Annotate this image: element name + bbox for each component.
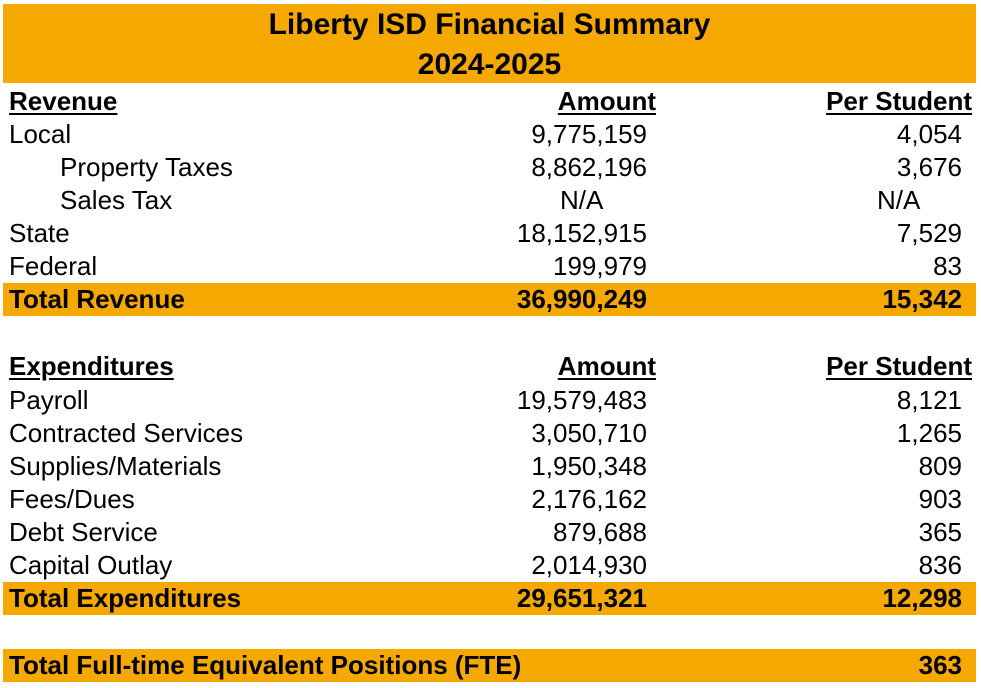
row-amount: 2,014,930 <box>531 550 647 580</box>
row-per-student: 1,265 <box>896 418 962 448</box>
total-per-student: 12,298 <box>882 583 962 613</box>
expenditure-row-debt-service: Debt Service 879,688 365 <box>3 516 976 549</box>
row-label: Capital Outlay <box>9 550 173 580</box>
page-title: Liberty ISD Financial Summary <box>268 8 711 41</box>
total-per-student: 15,342 <box>882 284 962 314</box>
revenue-row-sales-tax: Sales Tax N/A N/A <box>3 184 976 217</box>
expenditure-row-fees-dues: Fees/Dues 2,176,162 903 <box>3 483 976 516</box>
revenue-header-row: Revenue Amount Per Student <box>3 85 976 118</box>
fte-value: 363 <box>918 650 962 680</box>
row-label: Sales Tax <box>60 185 173 215</box>
total-label: Total Expenditures <box>9 583 242 613</box>
row-amount: 3,050,710 <box>531 418 647 448</box>
row-amount: 1,950,348 <box>531 451 647 481</box>
row-per-student: 903 <box>918 484 962 514</box>
total-amount: 36,990,249 <box>516 284 647 314</box>
fiscal-year: 2024-2025 <box>417 48 562 81</box>
row-amount: N/A <box>560 185 604 215</box>
expenditure-row-supplies-materials: Supplies/Materials 1,950,348 809 <box>3 450 976 483</box>
row-label: Federal <box>9 251 98 281</box>
revenue-row-local: Local 9,775,159 4,054 <box>3 118 976 151</box>
row-amount: 199,979 <box>553 251 647 281</box>
row-amount: 9,775,159 <box>531 119 647 149</box>
fte-row: Total Full-time Equivalent Positions (FT… <box>3 649 976 682</box>
expenditure-row-contracted-services: Contracted Services 3,050,710 1,265 <box>3 417 976 450</box>
row-amount: 18,152,915 <box>516 218 647 248</box>
total-expenditures-row: Total Expenditures 29,651,321 12,298 <box>3 582 976 615</box>
row-label: Supplies/Materials <box>9 451 222 481</box>
revenue-row-federal: Federal 199,979 83 <box>3 250 976 283</box>
revenue-heading: Revenue <box>9 86 118 116</box>
amount-column-header: Amount <box>557 351 656 381</box>
expenditures-heading: Expenditures <box>9 351 174 381</box>
row-amount: 2,176,162 <box>531 484 647 514</box>
row-per-student: 3,676 <box>896 152 962 182</box>
expenditures-header-row: Expenditures Amount Per Student <box>3 350 976 383</box>
row-amount: 8,862,196 <box>531 152 647 182</box>
total-label: Total Revenue <box>9 284 185 314</box>
row-label: Debt Service <box>9 517 158 547</box>
row-amount: 879,688 <box>553 517 647 547</box>
expenditure-row-capital-outlay: Capital Outlay 2,014,930 836 <box>3 549 976 582</box>
row-per-student: 809 <box>918 451 962 481</box>
total-amount: 29,651,321 <box>516 583 647 613</box>
per-student-column-header: Per Student <box>826 86 972 116</box>
row-per-student: N/A <box>877 185 921 215</box>
row-label: State <box>9 218 70 248</box>
fte-label: Total Full-time Equivalent Positions (FT… <box>9 650 522 680</box>
revenue-row-state: State 18,152,915 7,529 <box>3 217 976 250</box>
row-label: Contracted Services <box>9 418 244 448</box>
row-per-student: 365 <box>918 517 962 547</box>
per-student-column-header: Per Student <box>826 351 972 381</box>
row-per-student: 836 <box>918 550 962 580</box>
row-label: Payroll <box>9 385 89 415</box>
row-amount: 19,579,483 <box>516 385 647 415</box>
total-revenue-row: Total Revenue 36,990,249 15,342 <box>3 283 976 316</box>
amount-column-header: Amount <box>557 86 656 116</box>
row-label: Fees/Dues <box>9 484 135 514</box>
row-per-student: 4,054 <box>896 119 962 149</box>
title-banner: Liberty ISD Financial Summary 2024-2025 <box>3 4 976 83</box>
expenditure-row-payroll: Payroll 19,579,483 8,121 <box>3 384 976 417</box>
revenue-row-property-taxes: Property Taxes 8,862,196 3,676 <box>3 151 976 184</box>
row-per-student: 8,121 <box>896 385 962 415</box>
row-per-student: 83 <box>933 251 962 281</box>
row-label: Property Taxes <box>60 152 233 182</box>
row-label: Local <box>9 119 72 149</box>
row-per-student: 7,529 <box>896 218 962 248</box>
